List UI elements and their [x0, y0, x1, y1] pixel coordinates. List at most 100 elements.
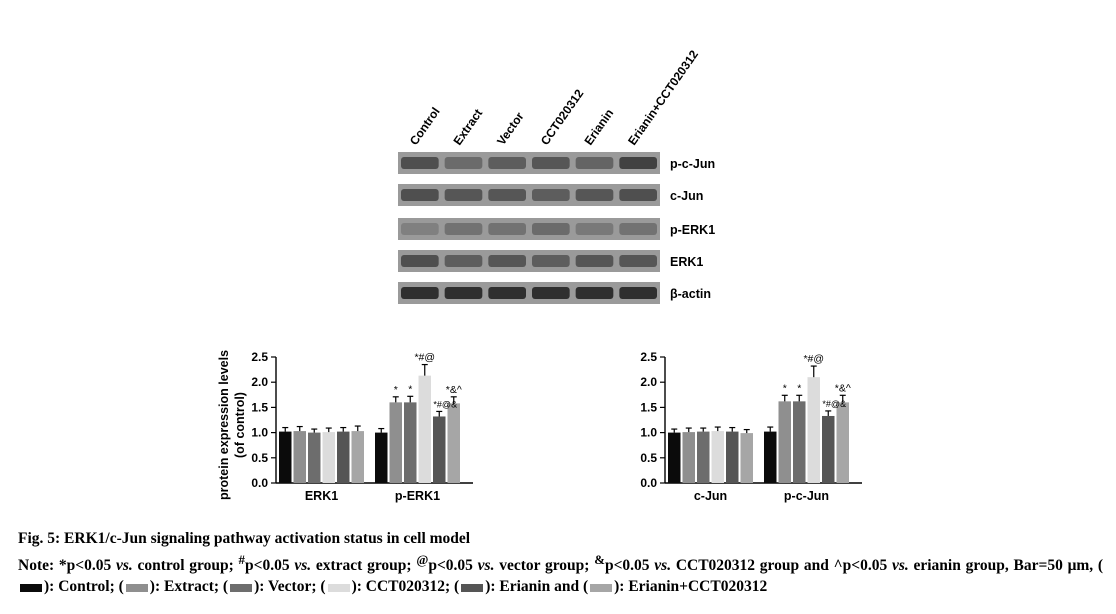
caption-text: p<0.05 — [245, 557, 295, 575]
blot-band — [444, 287, 483, 299]
blot-band — [488, 157, 526, 169]
band-label: c-Jun — [670, 189, 703, 203]
y-tick-label: 1.5 — [640, 400, 657, 414]
legend-swatch-combo — [590, 583, 613, 592]
caption-text: control group; — [132, 557, 239, 575]
lane-label: Erianin — [581, 106, 616, 147]
lane-label: CCT020312 — [538, 86, 587, 147]
blot-band — [488, 189, 526, 201]
blot-band — [575, 223, 614, 235]
bar-chart-c-jun: 0.0 0.5 1.0 1.5 2.0 2.5 c-Jun p-c-Jun * * *#@ *#@& *… — [640, 350, 862, 503]
significance-label: * — [408, 383, 412, 395]
legend-swatch-control — [20, 583, 42, 592]
y-tick-label: 1.0 — [640, 426, 657, 440]
caption-title: Fig. 5: ERK1/c-Jun signaling pathway act… — [18, 530, 471, 547]
bar-chart-erk1: 0.0 0.5 1.0 1.5 2.0 2.5 ERK1 p-ERK1 * * *#@ *#@& *&^… — [217, 350, 473, 503]
bar — [740, 433, 753, 483]
band-label: p-c-Jun — [670, 157, 715, 171]
blot-band — [532, 223, 570, 235]
caption-text: p<0.05 — [428, 557, 478, 575]
bar — [697, 431, 710, 483]
caption-text: ): CCT020312; ( — [351, 578, 460, 596]
bar — [793, 401, 806, 483]
x-tick-label: c-Jun — [694, 489, 727, 503]
bar — [778, 401, 791, 483]
legend-swatch-erianin — [461, 583, 484, 592]
blot-band — [401, 255, 439, 267]
y-tick-label: 1.5 — [251, 400, 268, 414]
significance-label: *#@& — [822, 399, 846, 409]
caption-text: ): — [614, 578, 625, 596]
blot-band — [619, 157, 657, 169]
significance-label: * — [394, 384, 398, 396]
blot-band — [488, 223, 526, 235]
caption-text: extract group; — [311, 557, 417, 575]
caption-vs: vs. — [654, 557, 672, 575]
blot-band — [619, 189, 657, 201]
caption-sup: # — [238, 552, 245, 567]
y-tick-label: 0.0 — [640, 476, 657, 490]
caption-text: Erianin+CCT020312 — [628, 578, 768, 596]
blot-band — [619, 223, 657, 235]
bar — [375, 432, 388, 483]
lane-label: Vector — [494, 109, 527, 147]
x-tick-label: ERK1 — [305, 489, 338, 503]
significance-label: *#@& — [433, 399, 457, 409]
significance-label: *&^ — [446, 384, 462, 396]
y-axis-label: (of control) — [233, 392, 247, 458]
y-tick-label: 2.5 — [251, 350, 268, 364]
y-tick-label: 0.5 — [640, 451, 657, 465]
x-tick-label: p-ERK1 — [395, 489, 440, 503]
blot-band — [575, 255, 614, 267]
caption-text: ): Erianin and ( — [485, 578, 589, 596]
y-tick-label: 2.0 — [640, 375, 657, 389]
blot-band — [401, 223, 439, 235]
caption-vs: vs. — [891, 557, 909, 575]
significance-label: * — [783, 382, 787, 394]
blot-band — [444, 189, 483, 201]
y-tick-label: 2.5 — [640, 350, 657, 364]
y-axis-label: protein expression levels — [217, 350, 231, 500]
lane-label: Extract — [450, 106, 485, 147]
blot-band — [575, 189, 614, 201]
bar — [433, 416, 446, 483]
blot-band — [619, 287, 657, 299]
significance-label: * — [797, 382, 801, 394]
blot-band — [532, 189, 570, 201]
blot-band — [532, 255, 570, 267]
caption-vs: vs. — [294, 557, 312, 575]
caption-text: ): Vector; ( — [254, 578, 326, 596]
bar — [668, 432, 681, 483]
caption-text: ): Control; ( — [44, 578, 124, 596]
band-label: ERK1 — [670, 255, 703, 269]
bar — [279, 431, 292, 483]
bar — [836, 402, 849, 483]
bar — [337, 431, 350, 483]
bar — [308, 432, 321, 483]
blot-band — [444, 223, 483, 235]
blot-band — [401, 287, 439, 299]
blot-band — [575, 157, 614, 169]
significance-label: *#@ — [803, 353, 824, 365]
blot-band — [619, 255, 657, 267]
bar — [351, 431, 364, 483]
bar — [418, 375, 431, 483]
caption-sup: & — [594, 552, 605, 567]
bar — [293, 431, 306, 483]
blot-band — [532, 287, 570, 299]
blot-band — [401, 157, 439, 169]
bar — [822, 415, 835, 483]
y-tick-label: 2.0 — [251, 375, 268, 389]
blot-band — [488, 287, 526, 299]
caption-vs: vs. — [477, 557, 495, 575]
figure-panel: Control Extract Vector CCT020312 Erianin Eria… — [217, 47, 862, 503]
band-label: β-actin — [670, 287, 711, 301]
caption-vs: vs. — [115, 557, 133, 575]
legend-swatch-cct020312 — [327, 583, 350, 592]
blot-band — [532, 157, 570, 169]
blot-band — [401, 189, 439, 201]
x-tick-label: p-c-Jun — [784, 489, 829, 503]
caption-text: erianin group, Bar=50 μm, ( — [908, 557, 1104, 575]
caption-note: Note: *p<0.05 vs. control group; #p<0.05… — [18, 549, 1103, 597]
